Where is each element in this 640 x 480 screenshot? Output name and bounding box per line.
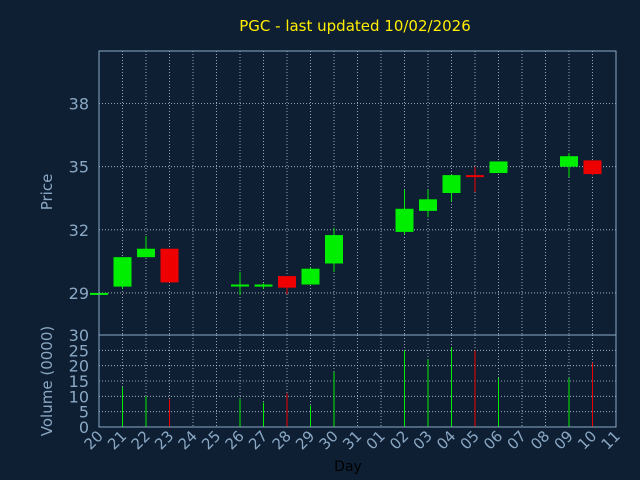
- candle-body: [137, 248, 155, 258]
- candle-body: [489, 161, 508, 174]
- price-tick-label: 38: [69, 95, 89, 114]
- candle-body: [160, 248, 179, 283]
- x-tick-label: 25: [198, 427, 224, 453]
- x-tick-label: 31: [339, 427, 365, 453]
- x-tick-label: 07: [504, 427, 530, 453]
- volume-axis-label: Volume (0000): [38, 326, 56, 436]
- volume-panel-frame: [98, 334, 617, 428]
- volume-grid: [98, 335, 617, 428]
- chart-title: PGC - last updated 10/02/2026: [239, 17, 471, 35]
- candle-body: [254, 284, 273, 287]
- x-tick-label: 10: [574, 427, 600, 453]
- volume-tick-label: 10: [69, 387, 89, 406]
- candle-body: [278, 276, 296, 288]
- x-tick-label: 22: [128, 427, 154, 453]
- price-tick-labels: 29 32 35 38: [69, 95, 89, 303]
- candle-body: [395, 208, 414, 232]
- price-axis-label: Price: [38, 174, 56, 211]
- x-tick-label: 05: [457, 427, 483, 453]
- volume-tick-label: 20: [69, 357, 89, 376]
- x-tick-label: 09: [551, 427, 577, 453]
- volume-tick-label: 0: [79, 418, 89, 437]
- x-tick-label: 11: [598, 427, 624, 453]
- x-tick-label: 06: [480, 427, 506, 453]
- price-grid: [98, 51, 617, 335]
- x-tick-label: 23: [151, 427, 177, 453]
- x-tick-label: 30: [316, 427, 342, 453]
- candle-body: [466, 175, 484, 178]
- x-tick-label: 21: [104, 427, 130, 453]
- candles: [90, 153, 602, 296]
- x-tick-label: 24: [175, 427, 201, 453]
- price-tick-label: 32: [69, 221, 89, 240]
- x-tick-label: 04: [433, 427, 459, 453]
- volume-tick-label: 5: [79, 403, 89, 422]
- candle-body: [442, 175, 461, 193]
- x-tick-label: 28: [269, 427, 295, 453]
- volume-bars: [122, 347, 593, 427]
- candle-body: [325, 235, 343, 264]
- x-tick-label: 02: [386, 427, 412, 453]
- candle-body: [583, 160, 602, 175]
- x-axis-label: Day: [334, 459, 362, 475]
- candle-body: [560, 156, 578, 167]
- candle-body: [113, 257, 132, 287]
- x-tick-label: 03: [410, 427, 436, 453]
- price-tick-label: 35: [69, 158, 89, 177]
- x-tick-labels: 2021222324252627282930310102030405060708…: [81, 427, 624, 453]
- price-tick-label: 29: [69, 284, 89, 303]
- candle-body: [301, 268, 320, 285]
- x-tick-label: 26: [222, 427, 248, 453]
- candle-body: [419, 199, 437, 211]
- x-tick-label: 27: [245, 427, 271, 453]
- x-tick-label: 01: [363, 427, 389, 453]
- volume-tick-label: 15: [69, 372, 89, 391]
- volume-tick-label: 25: [69, 341, 89, 360]
- candle-body: [231, 284, 249, 287]
- volume-top-label: 30: [69, 326, 89, 345]
- x-tick-label: 08: [527, 427, 553, 453]
- x-tick-label: 29: [292, 427, 318, 453]
